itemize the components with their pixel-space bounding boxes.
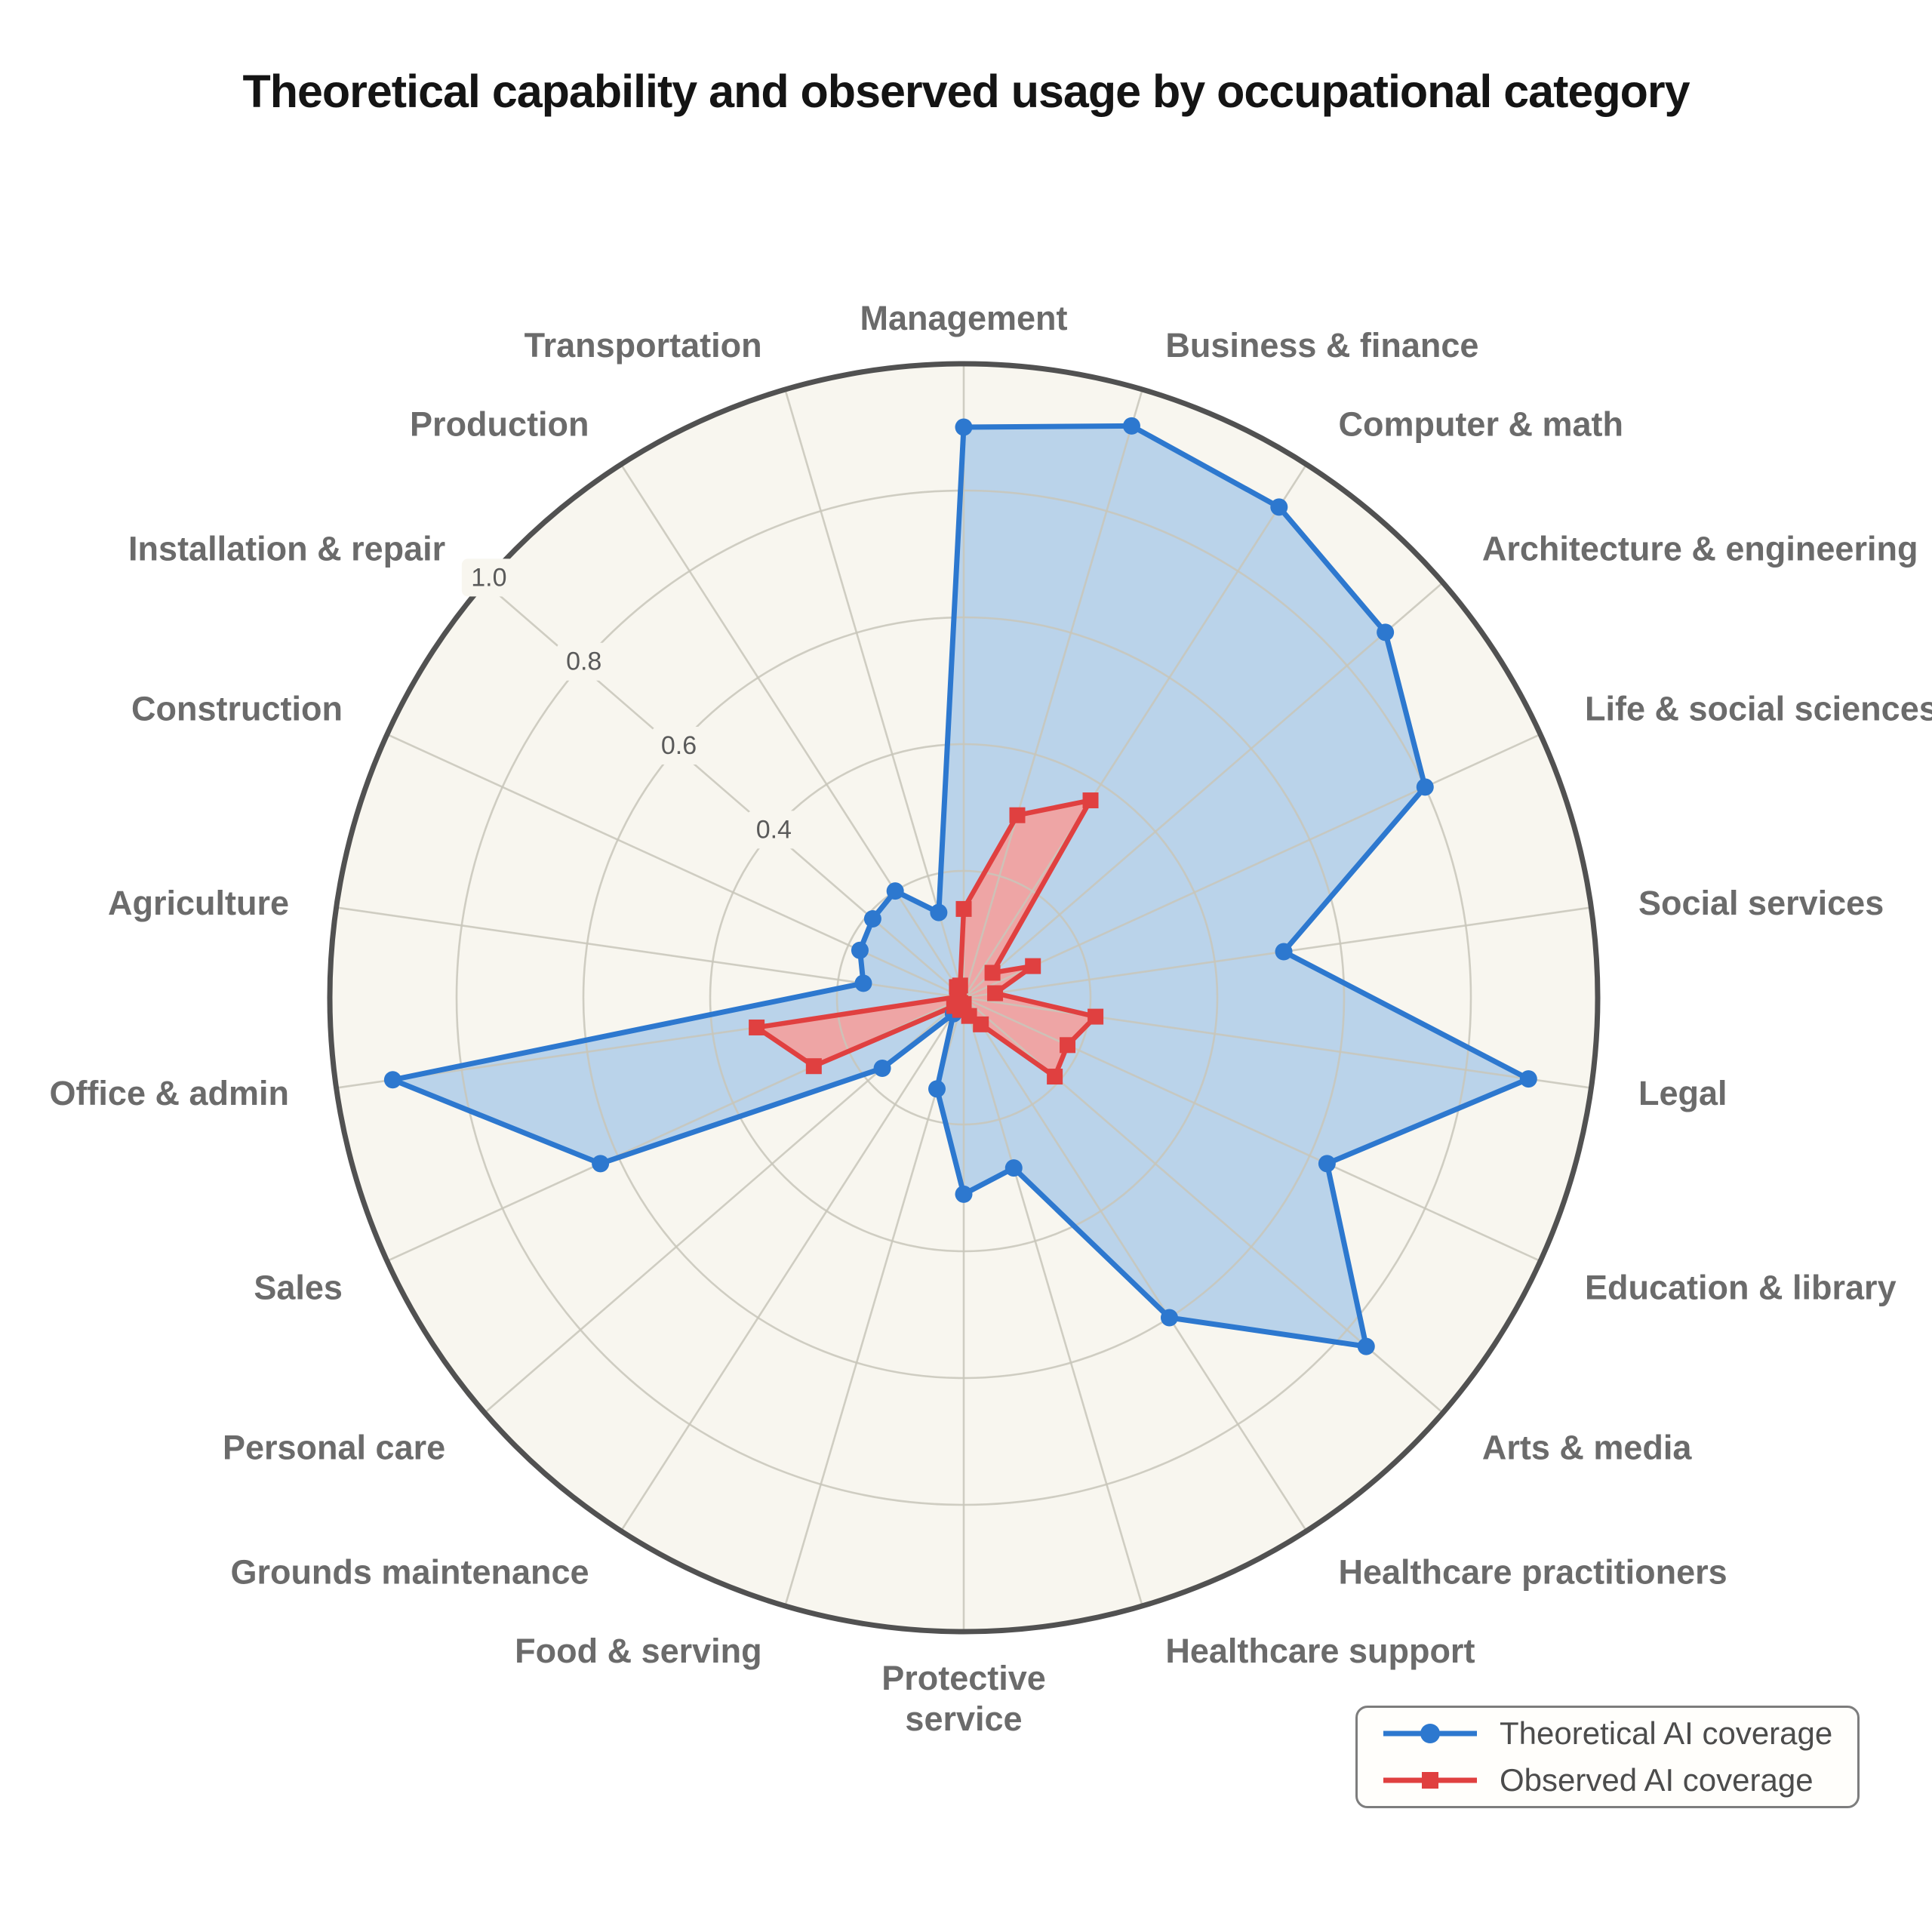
grid-spoke	[784, 389, 965, 998]
legend-label-theoretical: Theoretical AI coverage	[1500, 1715, 1833, 1751]
category-label-arts-media: Arts & media	[1482, 1429, 1693, 1467]
radial-tick-label: 0.4	[756, 815, 792, 844]
category-label-personal-care: Personal care	[223, 1429, 445, 1467]
grid-spoke	[962, 997, 1308, 1532]
category-label-legal: Legal	[1638, 1074, 1727, 1112]
data-point-theoretical	[1357, 1337, 1375, 1355]
data-point-theoretical	[1004, 1159, 1023, 1177]
data-point-observed	[984, 964, 1001, 981]
category-label-healthcare-practitioners: Healthcare practitioners	[1338, 1553, 1727, 1592]
data-point-observed	[1009, 807, 1026, 823]
data-point-observed	[955, 900, 972, 917]
legend-item-observed: Observed AI coverage	[1380, 1762, 1835, 1798]
data-point-theoretical	[592, 1155, 610, 1173]
category-label-healthcare-support: Healthcare support	[1165, 1632, 1475, 1670]
category-label-transportation: Transportation	[525, 326, 762, 365]
radial-tick-halo	[556, 642, 611, 681]
series-fill-theoretical	[392, 426, 1529, 1347]
legend-swatch-theoretical	[1383, 1724, 1477, 1743]
data-point-observed	[1060, 1037, 1076, 1054]
legend: Theoretical AI coverage Observed AI cove…	[1355, 1706, 1860, 1808]
data-point-theoretical	[1377, 623, 1395, 641]
legend-circle-marker-icon	[1420, 1724, 1440, 1743]
data-point-theoretical	[1416, 778, 1434, 796]
category-label-business-finance: Business & finance	[1165, 326, 1478, 365]
radial-tick-label: 1.0	[471, 563, 506, 592]
category-label-food-serving: Food & serving	[515, 1632, 762, 1670]
category-label-production: Production	[410, 405, 589, 443]
data-point-theoretical	[886, 882, 904, 900]
data-point-theoretical	[1519, 1070, 1537, 1088]
data-point-theoretical	[1318, 1155, 1336, 1173]
category-label-management: Management	[860, 299, 1067, 337]
series-fill-observed	[756, 800, 1096, 1077]
grid-spoke	[962, 997, 1143, 1607]
data-point-theoretical	[955, 418, 973, 436]
grid-spoke	[963, 581, 1444, 998]
data-point-observed	[805, 1058, 822, 1075]
data-point-theoretical	[930, 903, 948, 921]
category-label-office-admin: Office & admin	[49, 1074, 289, 1112]
grid-spoke	[620, 997, 965, 1532]
category-label-protective-service: Protective service	[881, 1659, 1046, 1738]
data-point-theoretical	[1160, 1309, 1178, 1327]
radial-tick-halo	[651, 727, 706, 765]
data-point-theoretical	[928, 1080, 946, 1098]
data-point-theoretical	[1270, 498, 1288, 516]
grid-spoke	[620, 463, 965, 998]
category-label-social-services: Social services	[1638, 884, 1884, 922]
radial-tick-halo	[461, 558, 516, 597]
data-point-observed	[1082, 792, 1099, 809]
category-label-installation-repair: Installation & repair	[128, 529, 445, 568]
data-point-theoretical	[854, 974, 872, 992]
data-point-theoretical	[851, 941, 869, 959]
grid-spoke	[963, 733, 1541, 999]
data-point-observed	[1088, 1008, 1104, 1025]
category-label-sales: Sales	[254, 1269, 343, 1307]
data-point-observed	[749, 1019, 765, 1035]
data-point-observed	[1047, 1069, 1063, 1085]
data-point-theoretical	[873, 1060, 891, 1078]
data-point-observed	[987, 985, 1004, 1001]
chart-title: Theoretical capability and observed usag…	[242, 66, 1690, 117]
data-point-theoretical	[1275, 943, 1293, 961]
category-label-grounds-maintenance: Grounds maintenance	[230, 1553, 589, 1592]
outer-circle	[327, 361, 1601, 1635]
data-point-theoretical	[1122, 417, 1140, 435]
grid-spoke	[962, 463, 1308, 998]
legend-swatch-observed	[1383, 1772, 1477, 1789]
category-label-architecture-engineering: Architecture & engineering	[1482, 529, 1918, 568]
radial-tick-halo	[746, 811, 801, 849]
data-point-theoretical	[383, 1071, 401, 1089]
category-label-computer-math: Computer & math	[1338, 405, 1623, 443]
data-point-observed	[952, 977, 968, 994]
grid-spoke	[962, 389, 1143, 998]
radial-tick-label: 0.8	[566, 648, 601, 676]
legend-label-observed: Observed AI coverage	[1500, 1762, 1814, 1798]
legend-square-marker-icon	[1422, 1772, 1438, 1789]
data-point-observed	[1025, 958, 1041, 974]
category-label-education-library: Education & library	[1585, 1269, 1897, 1307]
category-label-construction: Construction	[131, 689, 343, 728]
grid-spoke	[784, 997, 965, 1607]
data-point-theoretical	[863, 909, 881, 928]
radial-tick-label: 0.6	[661, 731, 697, 760]
data-point-theoretical	[955, 1185, 973, 1203]
legend-item-theoretical: Theoretical AI coverage	[1380, 1715, 1835, 1752]
category-label-life-social-sciences: Life & social sciences	[1585, 689, 1932, 728]
category-label-agriculture: Agriculture	[108, 884, 289, 922]
